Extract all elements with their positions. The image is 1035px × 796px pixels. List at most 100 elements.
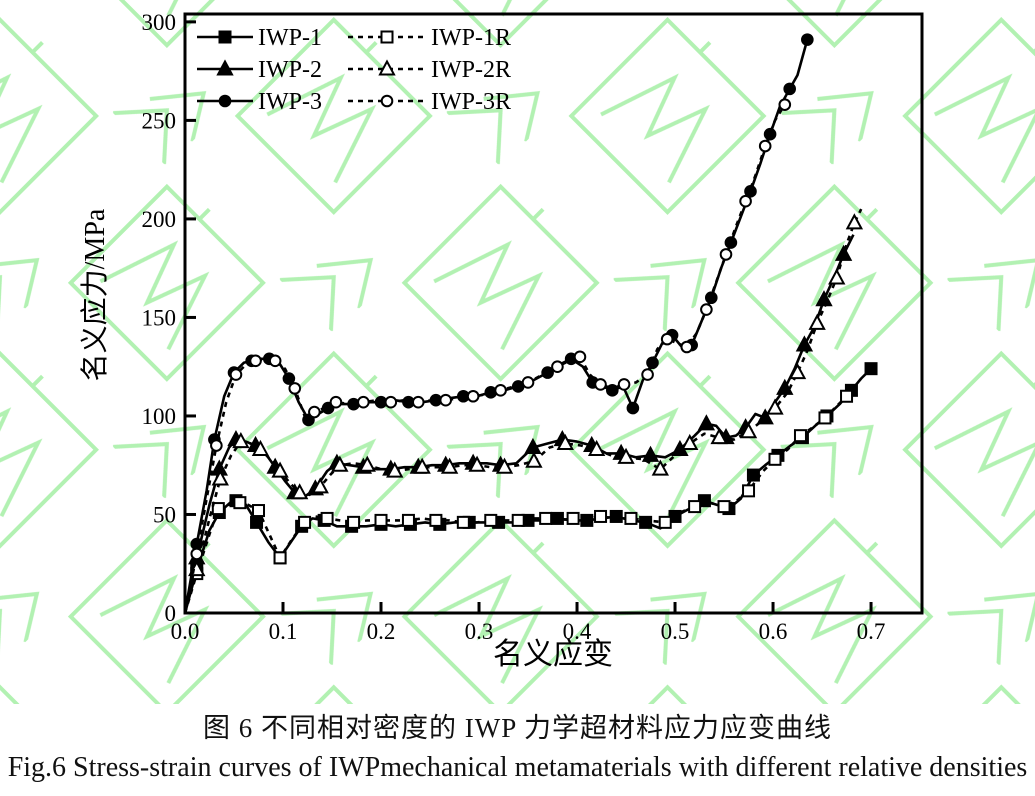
series-marker-iwp-1r xyxy=(429,513,443,527)
series-marker-iwp-2 xyxy=(697,414,716,431)
series-marker-iwp-3r xyxy=(439,393,452,407)
x-tick-label: 0.1 xyxy=(269,619,298,644)
series-marker-iwp-1 xyxy=(639,515,653,529)
series-marker-iwp-1r xyxy=(347,515,361,529)
series-marker-iwp-3r xyxy=(288,382,302,395)
series-marker-iwp-2r xyxy=(232,431,250,449)
series-marker-iwp-1r xyxy=(211,502,225,516)
watermark-pattern xyxy=(0,0,1035,704)
caption-chinese: 图 6 不同相对密度的 IWP 力学超材料应力应变曲线 xyxy=(203,713,832,743)
series-marker-iwp-1r xyxy=(456,515,470,529)
series-marker-iwp-2r xyxy=(271,461,289,478)
series-marker-iwp-2 xyxy=(834,244,853,261)
series-marker-iwp-2r xyxy=(556,433,574,451)
y-tick-label: 300 xyxy=(142,10,177,35)
series-marker-iwp-2 xyxy=(524,437,542,454)
series-marker-iwp-1r xyxy=(840,389,854,403)
series-marker-iwp-3r xyxy=(494,384,507,397)
series-marker-iwp-3r xyxy=(308,405,321,419)
series-marker-iwp-3 xyxy=(646,356,659,370)
x-tick-label: 0.3 xyxy=(465,619,494,644)
legend-label-iwp-1r: IWP-1R xyxy=(431,25,511,51)
series-marker-iwp-3r xyxy=(521,376,535,389)
series-marker-iwp-3r xyxy=(229,368,243,381)
series-marker-iwp-2r xyxy=(710,428,728,445)
series-marker-iwp-1r xyxy=(768,452,782,466)
series-marker-iwp-2r xyxy=(331,455,349,472)
series-marker-iwp-1r xyxy=(818,411,832,425)
series-marker-iwp-1r xyxy=(511,513,525,527)
series-marker-iwp-2r xyxy=(290,483,309,500)
series-marker-iwp-3 xyxy=(801,33,814,46)
series-marker-iwp-1r xyxy=(717,500,731,514)
series-marker-iwp-3r xyxy=(210,439,223,452)
series-marker-iwp-1r xyxy=(320,511,334,525)
series-marker-iwp-2r xyxy=(386,461,404,478)
legend-label-iwp-3: IWP-3 xyxy=(258,89,322,115)
legend-label-iwp-2: IWP-2 xyxy=(258,57,322,83)
series-marker-iwp-1 xyxy=(864,362,878,376)
series-marker-iwp-2r xyxy=(788,363,807,380)
series-marker-iwp-1r xyxy=(624,511,638,525)
series-marker-iwp-3r xyxy=(357,395,370,409)
series-marker-iwp-1r xyxy=(401,513,415,527)
y-tick-label: 150 xyxy=(142,305,177,330)
series-marker-iwp-2r xyxy=(311,477,329,494)
series-marker-iwp-1r xyxy=(742,484,756,498)
series-marker-iwp-2r xyxy=(681,433,699,451)
series-marker-iwp-3r xyxy=(466,389,480,403)
series-marker-iwp-3r xyxy=(329,395,343,409)
series-marker-iwp-2r xyxy=(651,459,670,476)
legend-marker-iwp-2 xyxy=(216,59,234,76)
legend-label-iwp-1: IWP-1 xyxy=(258,25,322,51)
y-tick-label: 0 xyxy=(165,601,177,626)
legend-marker-iwp-1r xyxy=(380,30,394,44)
series-marker-iwp-3 xyxy=(626,401,640,415)
series-marker-iwp-1 xyxy=(746,468,760,482)
x-tick-label: 0.4 xyxy=(563,619,592,644)
series-marker-iwp-2r xyxy=(739,422,758,439)
x-tick-label: 0.7 xyxy=(857,619,886,644)
series-marker-iwp-3 xyxy=(783,82,796,96)
series-line-iwp-1r xyxy=(183,385,855,614)
legend-label-iwp-2r: IWP-2R xyxy=(431,57,511,83)
y-tick-label: 100 xyxy=(142,404,177,429)
series-marker-iwp-3r xyxy=(660,332,674,346)
series-marker-iwp-1r xyxy=(484,513,498,527)
x-tick-label: 0.5 xyxy=(661,619,690,644)
series-marker-iwp-1r xyxy=(233,496,247,510)
x-tick-label: 0.2 xyxy=(367,619,396,644)
series-marker-iwp-3r xyxy=(617,378,631,391)
legend-marker-iwp-3 xyxy=(218,94,232,108)
series-marker-iwp-2r xyxy=(251,439,270,456)
series-marker-iwp-1 xyxy=(550,511,564,525)
series-marker-iwp-2r xyxy=(808,313,826,330)
series-marker-iwp-1r xyxy=(658,515,672,529)
x-axis-title: 名义应变 xyxy=(493,638,613,671)
legend-label-iwp-3r: IWP-3R xyxy=(431,89,511,115)
y-tick-label: 250 xyxy=(142,108,177,133)
series-marker-iwp-1r xyxy=(539,511,553,525)
legend-marker-iwp-2r xyxy=(378,59,396,76)
series-marker-iwp-2r xyxy=(495,457,514,474)
series-marker-iwp-3r xyxy=(641,368,654,381)
series-marker-iwp-2r xyxy=(766,398,784,415)
legend-marker-iwp-1 xyxy=(218,30,232,44)
series-marker-iwp-2r xyxy=(358,455,376,472)
y-tick-label: 50 xyxy=(153,502,176,527)
series-marker-iwp-1r xyxy=(566,511,580,525)
series-marker-iwp-2r xyxy=(440,457,459,474)
series-marker-iwp-3r xyxy=(719,248,733,261)
series-marker-iwp-3r xyxy=(411,395,425,409)
series-marker-iwp-1r xyxy=(298,515,312,529)
series-marker-iwp-2r xyxy=(413,457,431,474)
x-tick-label: 0.0 xyxy=(171,619,200,644)
series-marker-iwp-3r xyxy=(384,395,398,409)
series-marker-iwp-2r xyxy=(587,439,606,456)
caption-english: Fig.6 Stress-strain curves of IWPmechani… xyxy=(7,752,1028,783)
series-marker-iwp-3r xyxy=(573,350,587,364)
series-marker-iwp-3r xyxy=(268,354,282,368)
series-marker-iwp-3r xyxy=(739,194,752,208)
series-marker-iwp-1 xyxy=(250,515,264,529)
